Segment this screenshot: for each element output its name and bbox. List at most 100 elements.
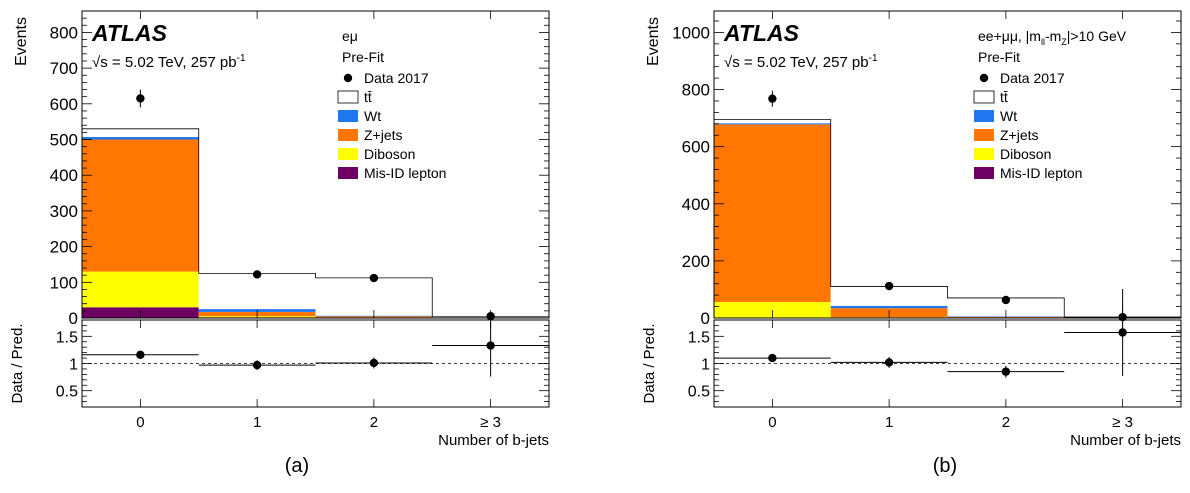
x-tick-label: ≥ 3 [1112, 414, 1133, 431]
bar-ttbar-bin-0 [82, 129, 199, 137]
legend-label-misid: Mis-ID lepton [1000, 165, 1082, 181]
x-tick-label: 2 [370, 414, 378, 431]
x-tick-label: ≥ 3 [480, 414, 501, 431]
legend-label-ttbar: tt̄ [364, 89, 372, 105]
sqrt-s: √s [724, 54, 744, 71]
y-tick-label: 400 [50, 166, 78, 185]
y-tick-label: 400 [682, 195, 710, 214]
ratio-point-bin-1 [253, 361, 261, 369]
bar-ttbar-bin-0 [714, 120, 831, 124]
channel-text: eμ [342, 28, 358, 44]
y-tick-label: 0 [701, 309, 710, 328]
ratio-y-tick-label: 0.5 [688, 384, 710, 401]
fit-label: Pre-Fit [978, 49, 1020, 65]
legend-marker-data [980, 74, 988, 82]
data-point-bin-0 [768, 94, 776, 102]
channel-text: ee+μμ, |m [978, 28, 1041, 44]
ratio-point-bin-2 [370, 359, 378, 367]
legend-swatch-zjets [338, 129, 358, 141]
ratio-point-bin-0 [768, 354, 776, 362]
legend-swatch-wt [974, 110, 994, 122]
legend-swatch-ttbar [974, 91, 994, 103]
legend-label-data: Data 2017 [364, 70, 429, 86]
y-tick-label: 200 [50, 238, 78, 257]
energy-text: = 5.02 TeV, 257 pb [744, 54, 869, 71]
y-tick-label: 100 [50, 273, 78, 292]
legend-swatch-zjets [974, 129, 994, 141]
y-tick-label: 200 [682, 252, 710, 271]
energy-label: √s = 5.02 TeV, 257 pb-1 [724, 53, 878, 71]
legend-swatch-ttbar [338, 91, 358, 103]
data-point-bin-0 [136, 94, 144, 102]
ratio-point-bin-3 [1118, 328, 1126, 336]
channel-label: ee+μμ, |mll-mZ|>10 GeV [978, 28, 1127, 47]
x-axis-label: Number of b-jets [438, 432, 549, 449]
legend-swatch-wt [338, 110, 358, 122]
data-point-bin-2 [1002, 296, 1010, 304]
x-axis-label: Number of b-jets [1070, 432, 1181, 449]
sqrt-s: √s [92, 54, 112, 71]
fit-label: Pre-Fit [342, 49, 384, 65]
channel-label: eμ [342, 28, 358, 44]
panel-caption: (a) [285, 455, 309, 477]
data-point-bin-1 [253, 270, 261, 278]
x-tick-label: 2 [1002, 414, 1010, 431]
legend-label-ttbar: tt̄ [1000, 89, 1008, 105]
ratio-y-tick-label: 1 [701, 357, 710, 374]
y-tick-label: 300 [50, 202, 78, 221]
y-tick-label: 1000 [672, 23, 710, 42]
experiment-label: ATLAS [723, 20, 800, 46]
y-tick-label: 800 [682, 81, 710, 100]
data-point-bin-2 [370, 274, 378, 282]
legend-swatch-diboson [974, 148, 994, 160]
x-tick-label: 1 [253, 414, 261, 431]
bar-ttbar-bin-1 [199, 273, 316, 309]
ratio-y-axis-label: Data / Pred. [9, 323, 26, 403]
legend-marker-data [344, 74, 352, 82]
bar-diboson-bin-0 [82, 272, 199, 308]
data-point-bin-1 [885, 282, 893, 290]
legend-label-zjets: Z+jets [1000, 127, 1039, 143]
legend-label-wt: Wt [1000, 108, 1017, 124]
legend-swatch-diboson [338, 148, 358, 160]
bar-zjets-bin-0 [82, 140, 199, 272]
y-axis-label: Events [645, 17, 662, 66]
x-tick-label: 0 [136, 414, 144, 431]
legend-label-misid: Mis-ID lepton [364, 165, 446, 181]
bar-zjets-bin-0 [714, 124, 831, 302]
energy-sup: -1 [237, 53, 246, 64]
channel-end: |>10 GeV [1067, 28, 1127, 44]
panel-caption: (b) [933, 455, 957, 477]
bar-wt-bin-0 [714, 123, 831, 124]
chart-panel-b: 0 200 400 600 800 1000 Events ATLAS √s = 5.02 Te… [641, 11, 1181, 477]
ratio-point-bin-3 [486, 341, 494, 349]
y-tick-label: 600 [50, 95, 78, 114]
channel-mid: -m [1045, 28, 1061, 44]
energy-label: √s = 5.02 TeV, 257 pb-1 [92, 53, 246, 71]
ratio-y-axis-label: Data / Pred. [641, 323, 658, 403]
legend-label-zjets: Z+jets [364, 127, 403, 143]
legend-swatch-misid [338, 167, 358, 179]
y-tick-label: 0 [69, 309, 78, 328]
ratio-y-tick-label: 1.5 [56, 329, 78, 346]
ratio-y-tick-label: 0.5 [56, 384, 78, 401]
bar-wt-bin-1 [831, 306, 948, 308]
ratio-point-bin-1 [885, 358, 893, 366]
bar-wt-bin-0 [82, 137, 199, 139]
experiment-label: ATLAS [91, 20, 168, 46]
legend-swatch-misid [974, 167, 994, 179]
ratio-y-tick-label: 1 [69, 357, 78, 374]
ratio-y-tick-label: 1.5 [688, 329, 710, 346]
energy-sup: -1 [869, 53, 878, 64]
ratio-point-bin-0 [136, 351, 144, 359]
y-axis-label: Events [13, 17, 30, 66]
y-tick-label: 500 [50, 131, 78, 150]
energy-text: = 5.02 TeV, 257 pb [112, 54, 237, 71]
ratio-point-bin-2 [1002, 367, 1010, 375]
legend-label-diboson: Diboson [1000, 146, 1051, 162]
legend-label-diboson: Diboson [364, 146, 415, 162]
y-tick-label: 600 [682, 138, 710, 157]
